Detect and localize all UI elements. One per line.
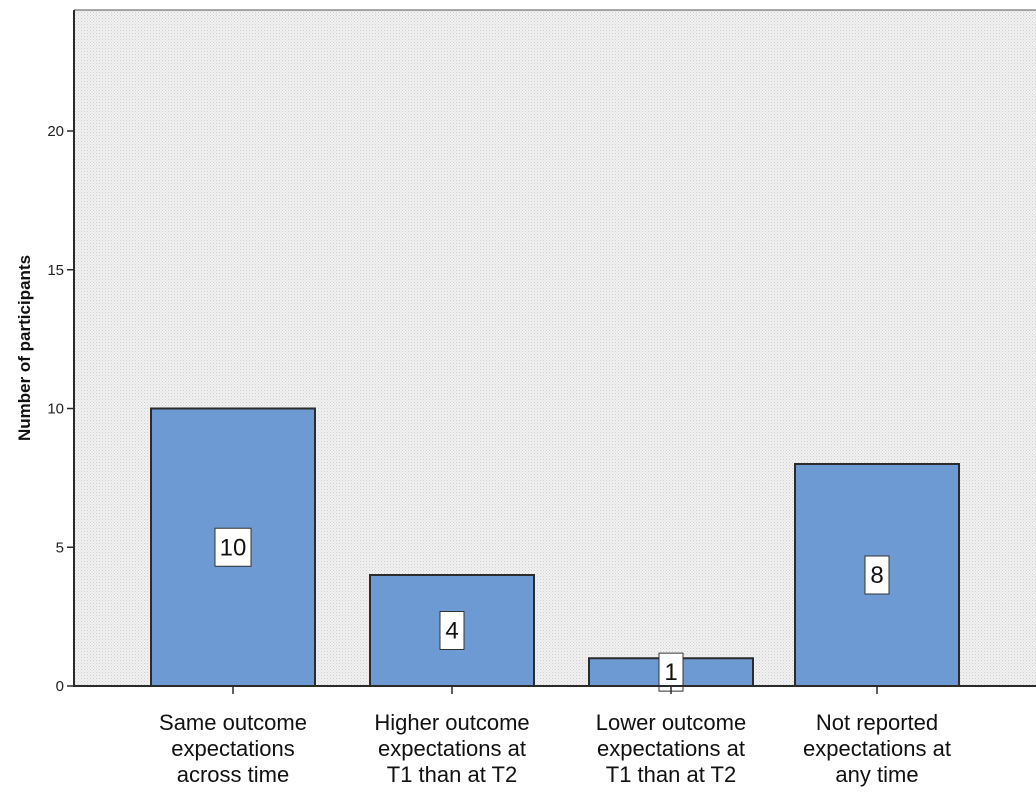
y-tick-label-20: 20 bbox=[47, 123, 64, 140]
data-label-2: 4 bbox=[445, 618, 458, 645]
data-label-4: 8 bbox=[870, 562, 883, 589]
data-label-3: 1 bbox=[664, 659, 677, 686]
x-category-label-1: Same outcome expectations across time bbox=[159, 710, 307, 787]
data-label-box-1 bbox=[214, 527, 252, 567]
x-category-label-4: Not reported expectations at any time bbox=[803, 710, 951, 787]
data-label-1: 10 bbox=[220, 534, 247, 561]
y-tick-label-0: 0 bbox=[56, 678, 64, 695]
data-label-box-2 bbox=[439, 611, 465, 650]
y-tick-label-5: 5 bbox=[56, 539, 64, 556]
data-label-box-4 bbox=[864, 555, 890, 595]
x-category-label-2: Higher outcome expectations at T1 than at … bbox=[374, 710, 529, 787]
y-tick-label-10: 10 bbox=[47, 401, 64, 418]
data-label-box-3 bbox=[658, 652, 684, 692]
y-axis-title: Number of participants bbox=[15, 255, 34, 441]
y-tick-label-15: 15 bbox=[47, 262, 64, 279]
x-category-label-3: Lower outcome expectations at T1 than at T… bbox=[596, 710, 746, 787]
